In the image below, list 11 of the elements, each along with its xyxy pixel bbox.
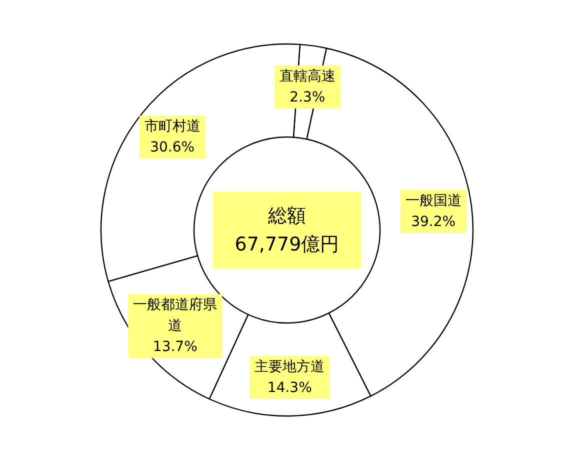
data-label: 13.7% (152, 339, 198, 356)
slice-label: 一般都道府県道 (133, 297, 218, 334)
slice-label: 一般国道 (405, 192, 462, 209)
data-label: 39.2% (411, 214, 456, 230)
data-label: 14.3% (267, 380, 312, 396)
slice-label: 主要地方道 (254, 358, 325, 375)
data-label: 30.6% (150, 140, 195, 156)
center-label: 総額 67,779億円 (212, 192, 362, 268)
data-label: 2.3% (290, 89, 326, 106)
slice-label: 直轄高速 (279, 68, 336, 84)
slice-label: 市町村道 (144, 118, 200, 135)
